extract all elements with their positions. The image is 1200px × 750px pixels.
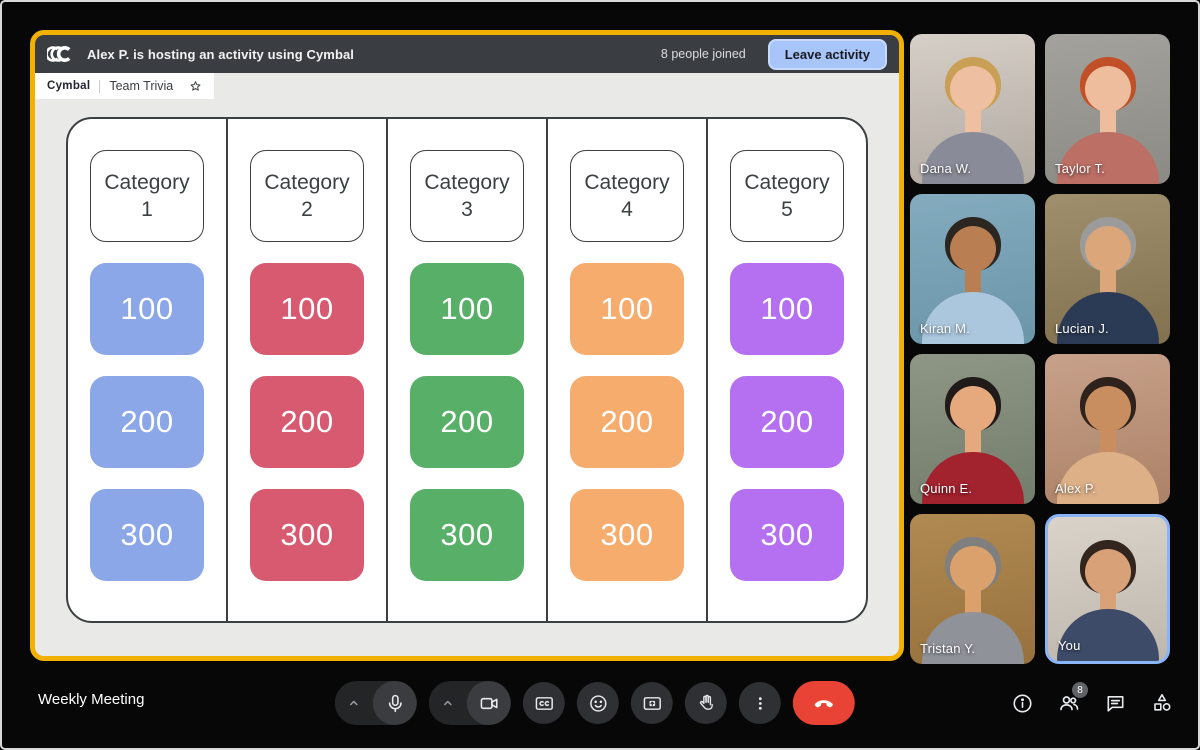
end-call-phone-icon bbox=[812, 691, 836, 715]
video-tile-dana[interactable]: Dana W. bbox=[910, 34, 1035, 184]
leave-activity-button[interactable]: Leave activity bbox=[767, 38, 887, 70]
mic-icon bbox=[384, 693, 405, 714]
call-controls bbox=[334, 681, 855, 725]
raise-hand-icon bbox=[695, 693, 716, 714]
board-column-5: Category 5 100 200 300 bbox=[708, 119, 866, 621]
reactions-button[interactable] bbox=[576, 682, 619, 724]
board-column-2: Category 2 100 200 300 bbox=[228, 119, 388, 621]
captions-icon bbox=[533, 693, 554, 714]
board-card[interactable]: 300 bbox=[90, 489, 204, 581]
tab-team-trivia[interactable]: Cymbal Team Trivia bbox=[35, 73, 215, 99]
more-options-button[interactable] bbox=[738, 682, 781, 724]
participant-name: Quinn E. bbox=[920, 481, 973, 496]
board-card[interactable]: 200 bbox=[250, 376, 364, 468]
mic-options-chevron-up-icon[interactable] bbox=[335, 681, 373, 725]
avatar bbox=[910, 514, 1035, 664]
video-tile-tristan[interactable]: Tristan Y. bbox=[910, 514, 1035, 664]
camera-button[interactable] bbox=[466, 681, 511, 725]
participant-name: Tristan Y. bbox=[920, 641, 976, 656]
tab-divider bbox=[99, 79, 101, 93]
emoji-smile-icon bbox=[587, 693, 608, 714]
board-card[interactable]: 100 bbox=[250, 263, 364, 355]
cymbal-logo-icon bbox=[47, 45, 77, 63]
category-header: Category 5 bbox=[730, 150, 844, 242]
chat-button[interactable] bbox=[1104, 692, 1127, 715]
people-icon bbox=[1057, 691, 1081, 715]
tab-title: Team Trivia bbox=[109, 79, 174, 93]
board-card[interactable]: 200 bbox=[570, 376, 684, 468]
board-card[interactable]: 100 bbox=[730, 263, 844, 355]
avatar bbox=[910, 354, 1035, 504]
board-card[interactable]: 100 bbox=[570, 263, 684, 355]
meeting-name: Weekly Meeting bbox=[38, 691, 145, 708]
mic-control-group bbox=[334, 681, 417, 725]
camera-control-group bbox=[428, 681, 511, 725]
participant-name: Taylor T. bbox=[1055, 161, 1105, 176]
joined-count: 8 people joined bbox=[660, 47, 746, 61]
board-column-1: Category 1 100 200 300 bbox=[68, 119, 228, 621]
people-button[interactable]: 8 bbox=[1057, 682, 1088, 715]
end-call-button[interactable] bbox=[792, 681, 855, 725]
bottom-control-bar: Weekly Meeting bbox=[2, 658, 1198, 748]
board-card[interactable]: 300 bbox=[250, 489, 364, 581]
meeting-panel-icons: 8 bbox=[1011, 682, 1174, 715]
avatar bbox=[1048, 517, 1167, 661]
category-header: Category 1 bbox=[90, 150, 204, 242]
video-tile-taylor[interactable]: Taylor T. bbox=[1045, 34, 1170, 184]
participant-name: Alex P. bbox=[1055, 481, 1096, 496]
people-count-badge: 8 bbox=[1072, 682, 1088, 698]
tab-row: Cymbal Team Trivia bbox=[35, 73, 899, 99]
present-button[interactable] bbox=[630, 682, 673, 724]
star-icon[interactable] bbox=[189, 80, 202, 93]
info-icon bbox=[1011, 692, 1034, 715]
participant-name: Dana W. bbox=[920, 161, 972, 176]
activities-icon bbox=[1150, 691, 1174, 715]
activity-title: Alex P. is hosting an activity using Cym… bbox=[87, 46, 355, 62]
board-column-4: Category 4 100 200 300 bbox=[548, 119, 708, 621]
tab-brand-logo: Cymbal bbox=[47, 80, 91, 92]
participant-name: You bbox=[1058, 638, 1081, 653]
category-header: Category 3 bbox=[410, 150, 524, 242]
captions-button[interactable] bbox=[522, 682, 565, 724]
video-tile-you[interactable]: You bbox=[1045, 514, 1170, 664]
trivia-board: Category 1 100 200 300 Category 2 100 20… bbox=[66, 117, 868, 623]
participant-name: Kiran M. bbox=[920, 321, 971, 336]
mic-button[interactable] bbox=[372, 681, 417, 725]
avatar bbox=[910, 194, 1035, 344]
more-vertical-icon bbox=[749, 693, 770, 714]
video-tile-lucian[interactable]: Lucian J. bbox=[1045, 194, 1170, 344]
category-header: Category 2 bbox=[250, 150, 364, 242]
video-grid: Dana W. Taylor T. Kiran M. bbox=[910, 34, 1170, 664]
activity-header: Alex P. is hosting an activity using Cym… bbox=[35, 35, 899, 73]
board-card[interactable]: 300 bbox=[570, 489, 684, 581]
camera-options-chevron-up-icon[interactable] bbox=[429, 681, 467, 725]
activities-button[interactable] bbox=[1150, 691, 1174, 715]
board-card[interactable]: 300 bbox=[730, 489, 844, 581]
category-header: Category 4 bbox=[570, 150, 684, 242]
avatar bbox=[1045, 194, 1170, 344]
video-tile-alex[interactable]: Alex P. bbox=[1045, 354, 1170, 504]
board-card[interactable]: 100 bbox=[410, 263, 524, 355]
board-card[interactable]: 200 bbox=[90, 376, 204, 468]
board-card[interactable]: 200 bbox=[730, 376, 844, 468]
info-button[interactable] bbox=[1011, 692, 1034, 715]
camera-icon bbox=[478, 693, 499, 714]
avatar bbox=[1045, 354, 1170, 504]
raise-hand-button[interactable] bbox=[684, 682, 727, 724]
activity-window: Alex P. is hosting an activity using Cym… bbox=[30, 30, 904, 661]
present-screen-icon bbox=[641, 693, 662, 714]
board-card[interactable]: 300 bbox=[410, 489, 524, 581]
participant-name: Lucian J. bbox=[1055, 321, 1109, 336]
board-card[interactable]: 100 bbox=[90, 263, 204, 355]
video-tile-kiran[interactable]: Kiran M. bbox=[910, 194, 1035, 344]
avatar bbox=[1045, 34, 1170, 184]
board-card[interactable]: 200 bbox=[410, 376, 524, 468]
chat-icon bbox=[1104, 692, 1127, 715]
avatar bbox=[910, 34, 1035, 184]
video-tile-quinn[interactable]: Quinn E. bbox=[910, 354, 1035, 504]
board-column-3: Category 3 100 200 300 bbox=[388, 119, 548, 621]
